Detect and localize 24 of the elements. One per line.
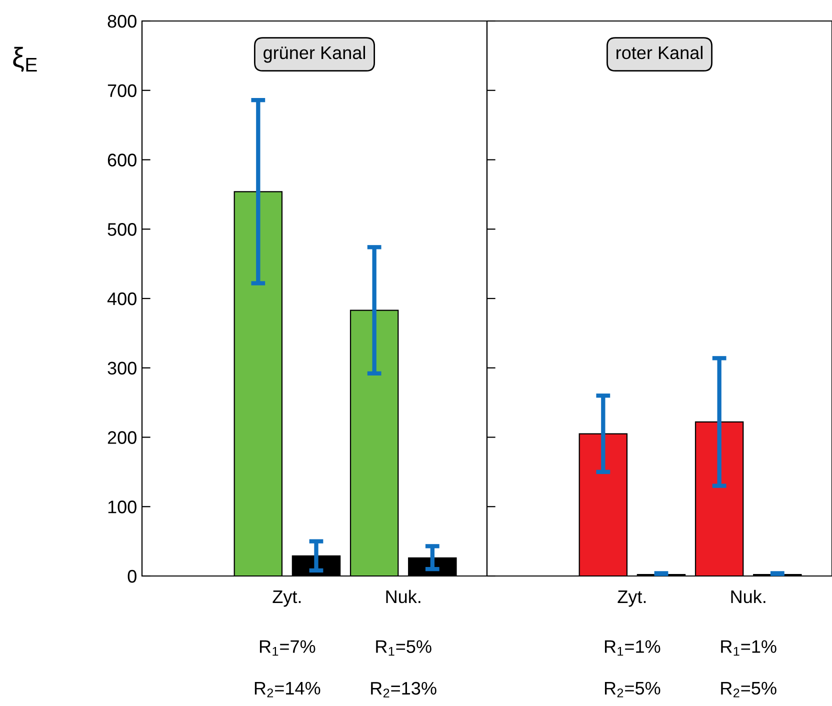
y-tick-label: 600 — [108, 154, 136, 166]
y-tick-label: 200 — [108, 431, 136, 444]
x-tick-label: Nuk. — [731, 590, 766, 604]
text: grüner Kanal — [264, 46, 365, 63]
text: R$_{1}$=1% — [721, 640, 776, 656]
y-tick-label: 400 — [107, 292, 136, 306]
x-tick-label: Zyt. — [272, 590, 301, 607]
y-tick-label: 700 — [108, 84, 136, 98]
text: R$_{1}$=5% — [376, 640, 432, 656]
text: R$_{2}$=5% — [604, 682, 660, 698]
y-tick-label: 500 — [108, 223, 136, 236]
y-tick-label: 0 — [128, 570, 136, 583]
y-tick-label: 100 — [108, 500, 136, 514]
x-tick-label: Zyt. — [618, 590, 646, 607]
text: roter Kanal — [616, 46, 702, 60]
text: R$_{2}$=13% — [371, 682, 436, 698]
text: R$_{2}$=5% — [721, 682, 776, 698]
x-tick-label: Nuk. — [386, 590, 420, 604]
y-tick-label: 300 — [108, 362, 136, 375]
text: R$_{2}$=14% — [254, 682, 320, 698]
y-tick-label: 800 — [108, 14, 136, 28]
y-axis-title: ξ$_{E}$ — [13, 46, 37, 72]
text: R$_{1}$=7% — [260, 640, 316, 656]
text: R$_{1}$=1% — [604, 640, 660, 656]
